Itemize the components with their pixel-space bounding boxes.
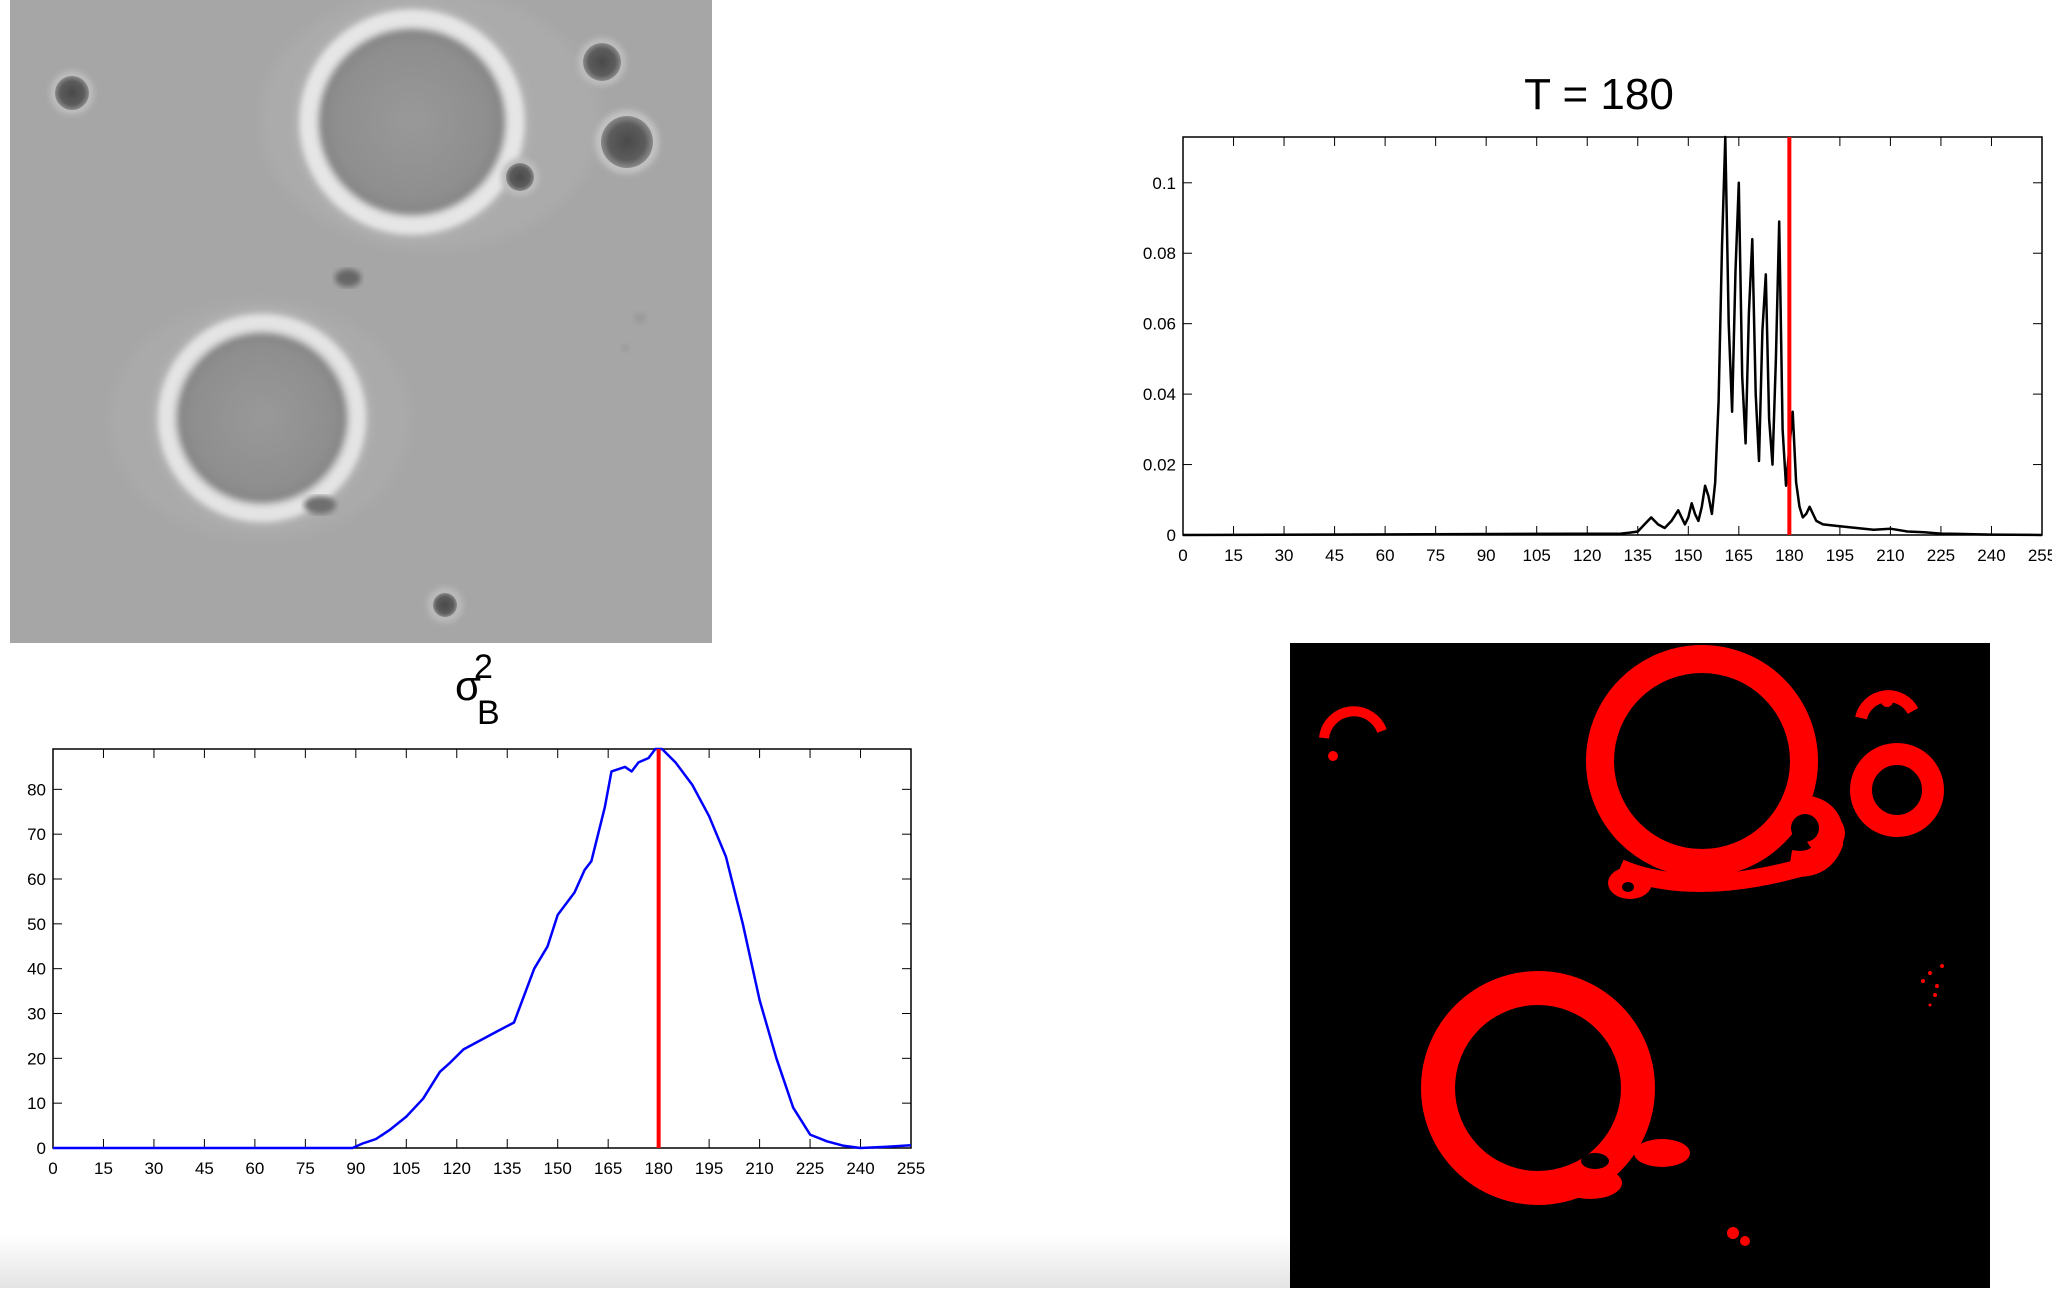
plot-area (52, 748, 912, 1149)
x-tick-label: 165 (594, 1159, 622, 1178)
x-tick-label: 15 (94, 1159, 113, 1178)
y-tick-label: 50 (27, 915, 46, 934)
y-tick-label: 80 (27, 780, 46, 799)
x-tick-label: 150 (1674, 546, 1702, 565)
y-tick-label: 30 (27, 1005, 46, 1024)
x-tick-label: 255 (897, 1159, 925, 1178)
x-tick-label: 75 (296, 1159, 315, 1178)
variance-title-symbol: σ (455, 662, 481, 709)
x-tick-label: 255 (2028, 546, 2052, 565)
x-tick-label: 135 (493, 1159, 521, 1178)
y-tick-label: 10 (27, 1094, 46, 1113)
micrograph-image (10, 0, 712, 643)
x-tick-label: 105 (392, 1159, 420, 1178)
x-tick-label: 195 (695, 1159, 723, 1178)
x-tick-label: 75 (1426, 546, 1445, 565)
x-tick-label: 240 (1977, 546, 2005, 565)
x-tick-label: 90 (1477, 546, 1496, 565)
x-tick-label: 45 (1325, 546, 1344, 565)
x-tick-label: 180 (644, 1159, 672, 1178)
x-tick-label: 135 (1624, 546, 1652, 565)
x-tick-label: 225 (796, 1159, 824, 1178)
y-tick-label: 0 (1167, 526, 1176, 545)
y-tick-label: 0 (37, 1139, 46, 1158)
series-line (1182, 135, 2043, 537)
histogram-title: T = 180 (1524, 70, 1674, 119)
x-tick-label: 150 (544, 1159, 572, 1178)
variance-title: σ 2 B (455, 648, 500, 732)
y-tick-label: 70 (27, 825, 46, 844)
y-tick-label: 20 (27, 1049, 46, 1068)
x-tick-label: 210 (1876, 546, 1904, 565)
y-tick-label: 40 (27, 960, 46, 979)
x-tick-label: 240 (846, 1159, 874, 1178)
histogram-chart: T = 180 0 15 30 45 60 75 90 105 120 135 150 165 180 1… (1080, 60, 2052, 570)
x-tick-label: 180 (1775, 546, 1803, 565)
x-tick-label: 120 (443, 1159, 471, 1178)
y-tick-label: 0.06 (1143, 315, 1176, 334)
variance-title-subscript: B (477, 694, 500, 732)
y-tick-label: 0.08 (1143, 244, 1176, 263)
x-tick-label: 165 (1725, 546, 1753, 565)
variance-title-superscript: 2 (474, 648, 493, 686)
x-tick-label: 30 (1275, 546, 1294, 565)
x-tick-label: 0 (1178, 546, 1187, 565)
y-tick-label: 60 (27, 870, 46, 889)
bottom-shade (0, 1235, 1290, 1288)
x-tick-label: 225 (1927, 546, 1955, 565)
y-tick-label: 0.02 (1143, 456, 1176, 475)
x-tick-label: 15 (1224, 546, 1243, 565)
x-tick-label: 105 (1523, 546, 1551, 565)
x-tick-label: 120 (1573, 546, 1601, 565)
x-tick-label: 0 (48, 1159, 57, 1178)
variance-chart: σ 2 B 0 15 30 45 60 75 90 105 120 135 150 165 180 195… (0, 640, 940, 1180)
x-tick-label: 210 (745, 1159, 773, 1178)
plot-area (1182, 136, 2043, 536)
x-tick-label: 60 (245, 1159, 264, 1178)
x-tick-label: 45 (195, 1159, 214, 1178)
x-tick-label: 90 (346, 1159, 365, 1178)
series-line (53, 747, 912, 1150)
segmentation-image (1290, 643, 1990, 1288)
x-tick-label: 60 (1376, 546, 1395, 565)
x-tick-label: 30 (144, 1159, 163, 1178)
y-tick-label: 0.1 (1152, 174, 1176, 193)
y-tick-label: 0.04 (1143, 385, 1176, 404)
x-tick-label: 195 (1826, 546, 1854, 565)
